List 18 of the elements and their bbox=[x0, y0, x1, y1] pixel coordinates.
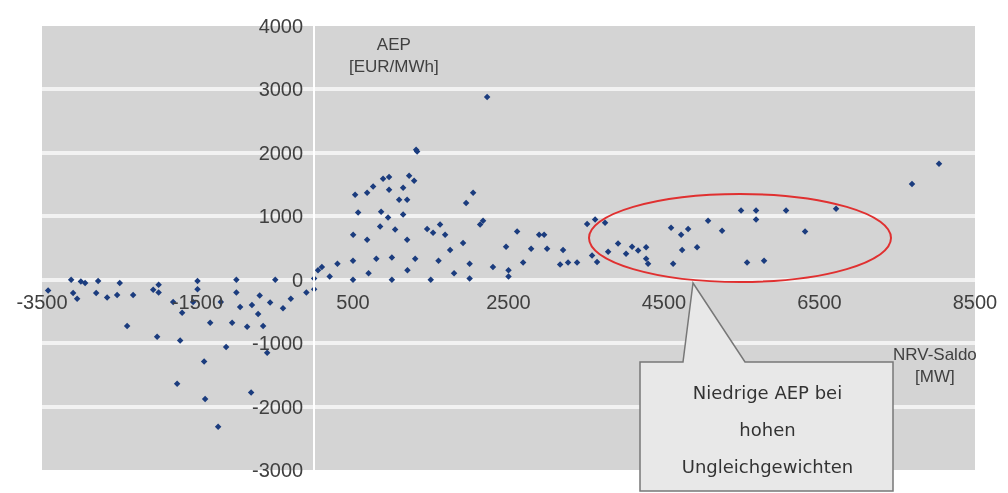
y-tick-label: 4000 bbox=[258, 15, 304, 37]
x-tick-label: 8500 bbox=[952, 290, 998, 313]
y-tick-label: -3000 bbox=[251, 459, 304, 481]
y-tick-label: 2000 bbox=[258, 141, 304, 164]
x-tick-label: 2500 bbox=[486, 290, 531, 313]
x-tick-label: 6500 bbox=[797, 290, 842, 313]
x-tick-label: 500 bbox=[336, 290, 370, 313]
x-axis-title: NRV-Saldo [MW] bbox=[893, 345, 977, 387]
x-tick-label: -1500 bbox=[171, 290, 224, 313]
annotation: Niedrige AEP bei hohen Ungleichgewichten bbox=[680, 381, 855, 479]
y-axis-title: AEP [EUR/MWh] bbox=[349, 35, 439, 77]
y-tick-label: -1000 bbox=[251, 332, 304, 355]
x-tick-label: -3500 bbox=[16, 290, 68, 313]
y-tick-label: 3000 bbox=[258, 78, 304, 101]
y-tick-label: -2000 bbox=[251, 395, 304, 418]
x-tick-label: 4500 bbox=[641, 290, 687, 313]
y-tick-label: 0 bbox=[292, 268, 304, 291]
y-tick-label: 1000 bbox=[258, 205, 304, 228]
